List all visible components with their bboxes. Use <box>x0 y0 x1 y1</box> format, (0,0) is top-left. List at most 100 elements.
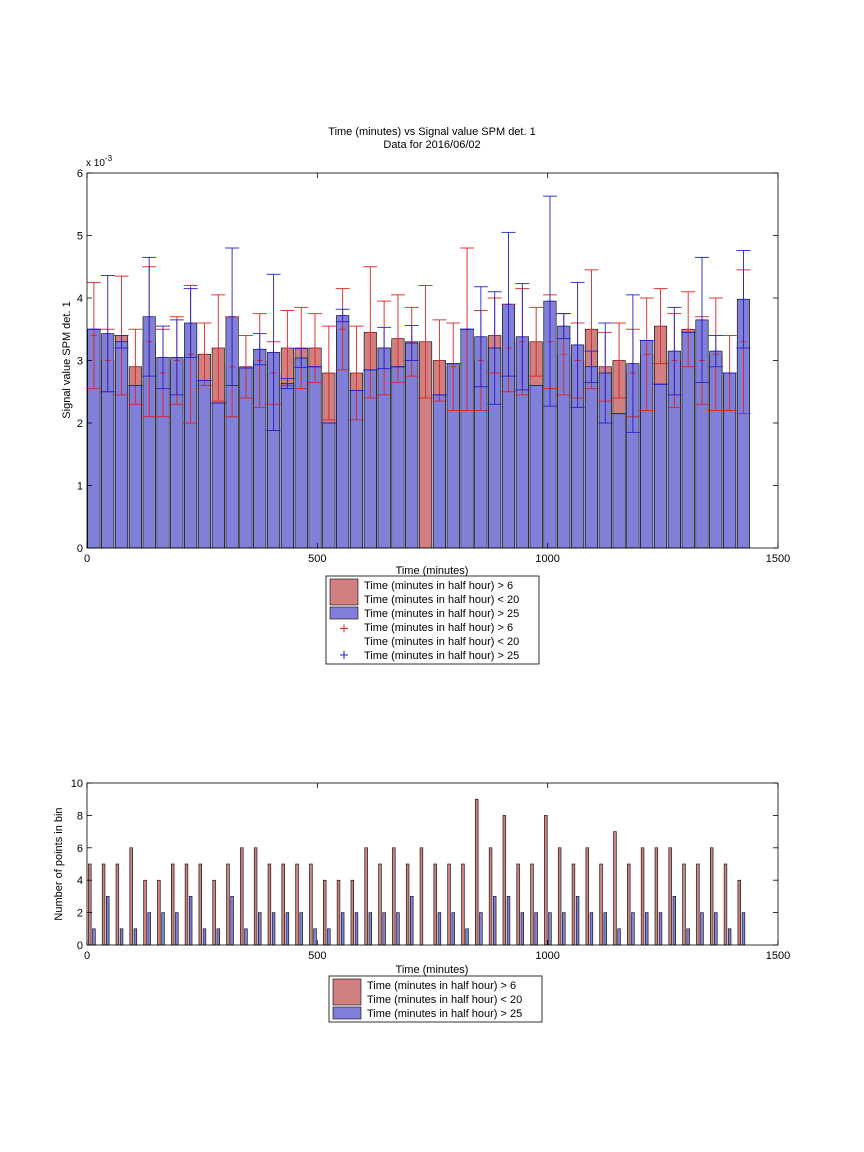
count-bar-red <box>267 863 272 946</box>
legend-swatch <box>329 606 359 620</box>
count-bar-blue <box>631 912 635 946</box>
legend-entry: Time (minutes in half hour) > 25 <box>364 608 519 620</box>
x-axis-label: Time (minutes) <box>396 964 469 976</box>
bar-blue <box>432 394 446 549</box>
count-bar-blue <box>534 912 538 946</box>
y-tick-label: 2 <box>77 908 83 920</box>
count-bar-blue <box>603 912 607 946</box>
count-bar-red <box>502 815 507 946</box>
count-bar-red <box>530 863 534 946</box>
x-tick-label: 1000 <box>535 950 559 962</box>
y-axis-label: Signal value SPM det. 1 <box>61 301 73 418</box>
count-bar-red <box>461 863 465 946</box>
count-bar-red <box>516 863 520 946</box>
count-bar-red <box>475 798 479 946</box>
y-tick-label: 8 <box>77 810 83 822</box>
count-bar-red <box>281 863 285 946</box>
y-tick-label: 0 <box>77 543 83 555</box>
legend: Time (minutes in half hour) > 6 Time (min… <box>325 575 540 665</box>
bar-blue <box>322 422 336 549</box>
count-bar-red <box>129 847 133 946</box>
count-bar-red <box>640 847 645 946</box>
chart-subtitle: Data for 2016/06/02 <box>383 139 480 151</box>
y-tick-label: 10 <box>71 778 83 790</box>
bar-blue <box>584 366 598 549</box>
x-tick-label: 500 <box>308 553 326 565</box>
count-bar-blue <box>700 912 704 946</box>
count-bar-blue <box>119 928 124 946</box>
count-bar-blue <box>271 912 276 946</box>
x-tick-label: 0 <box>84 553 90 565</box>
count-bar-blue <box>92 928 96 946</box>
count-bar-red <box>392 847 396 946</box>
legend-entry: Time (minutes in half hour) > 6 <box>364 580 513 592</box>
legend-swatch <box>332 978 362 1006</box>
count-bar-blue <box>216 928 220 946</box>
count-bar-red <box>336 879 341 946</box>
count-bar-red <box>212 879 216 946</box>
count-bar-red <box>419 847 424 946</box>
x-axis-label: Time (minutes) <box>396 565 469 577</box>
count-bar-red <box>143 879 147 946</box>
count-bar-blue <box>686 928 690 946</box>
count-bar-red <box>253 847 258 946</box>
count-bar-blue <box>562 912 566 946</box>
legend-entry: Time (minutes in half hour) > 25 <box>367 1008 522 1020</box>
x-tick-label: 1000 <box>535 553 559 565</box>
bar-blue <box>211 402 225 549</box>
count-bar-red <box>240 847 244 946</box>
x-tick-label: 1500 <box>766 553 790 565</box>
count-bar-red <box>654 847 659 946</box>
count-bar-red <box>295 863 299 946</box>
legend-box <box>325 575 540 665</box>
count-bar-red <box>101 863 106 946</box>
legend-entry: Time (minutes in half hour) < 20 <box>364 636 519 648</box>
count-bar-red <box>350 879 355 946</box>
count-bar-blue <box>285 912 290 946</box>
count-bar-red <box>378 863 382 946</box>
bar-blue <box>654 383 668 549</box>
bar-blue <box>308 366 322 549</box>
count-bar-blue <box>340 912 345 946</box>
count-bar-blue <box>230 896 234 946</box>
count-bar-red <box>226 863 230 946</box>
count-bar-red <box>157 879 161 946</box>
count-bar-red <box>171 863 175 946</box>
count-bar-red <box>709 847 714 946</box>
count-bar-red <box>544 815 548 946</box>
count-bar-blue <box>493 896 497 946</box>
count-bar-red <box>571 863 576 946</box>
count-bar-red <box>557 847 562 946</box>
x-tick-label: 500 <box>308 950 326 962</box>
bar-blue <box>529 385 543 549</box>
count-bar-blue <box>741 912 746 946</box>
bar-blue <box>612 413 626 549</box>
count-bar-blue <box>188 896 193 946</box>
count-bar-red <box>613 831 617 946</box>
count-bar-blue <box>147 912 151 946</box>
bar-blue <box>128 385 142 549</box>
bar-blue <box>197 380 211 549</box>
count-bar-blue <box>161 912 165 946</box>
legend-entry: Time (minutes in half hour) < 20 <box>367 994 522 1006</box>
count-bar-blue <box>672 896 677 946</box>
count-bar-blue <box>714 912 718 946</box>
plot-frame <box>86 782 779 946</box>
x-tick-label: 0 <box>84 950 90 962</box>
count-bar-blue <box>410 896 414 946</box>
count-bar-blue <box>617 928 621 946</box>
count-bar-blue <box>437 912 442 946</box>
count-bar-blue <box>327 928 331 946</box>
y-tick-label: 2 <box>77 418 83 430</box>
count-bar-blue <box>258 912 262 946</box>
count-bar-blue <box>548 912 552 946</box>
count-bar-blue <box>368 912 372 946</box>
legend-entry: Time (minutes in half hour) > 25 <box>364 650 519 662</box>
count-bar-red <box>585 847 589 946</box>
legend-box <box>328 975 543 1023</box>
signal-bar-chart: Time (minutes) vs Signal value SPM det. … <box>61 126 790 665</box>
count-bar-red <box>323 879 327 946</box>
count-bar-blue <box>382 912 386 946</box>
y-tick-label: 5 <box>77 231 83 243</box>
